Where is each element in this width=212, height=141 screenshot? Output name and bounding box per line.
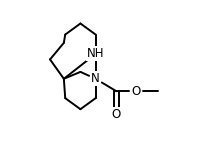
Text: NH: NH: [87, 47, 104, 60]
Text: N: N: [91, 72, 100, 85]
Text: O: O: [112, 108, 121, 121]
Text: O: O: [131, 85, 140, 98]
